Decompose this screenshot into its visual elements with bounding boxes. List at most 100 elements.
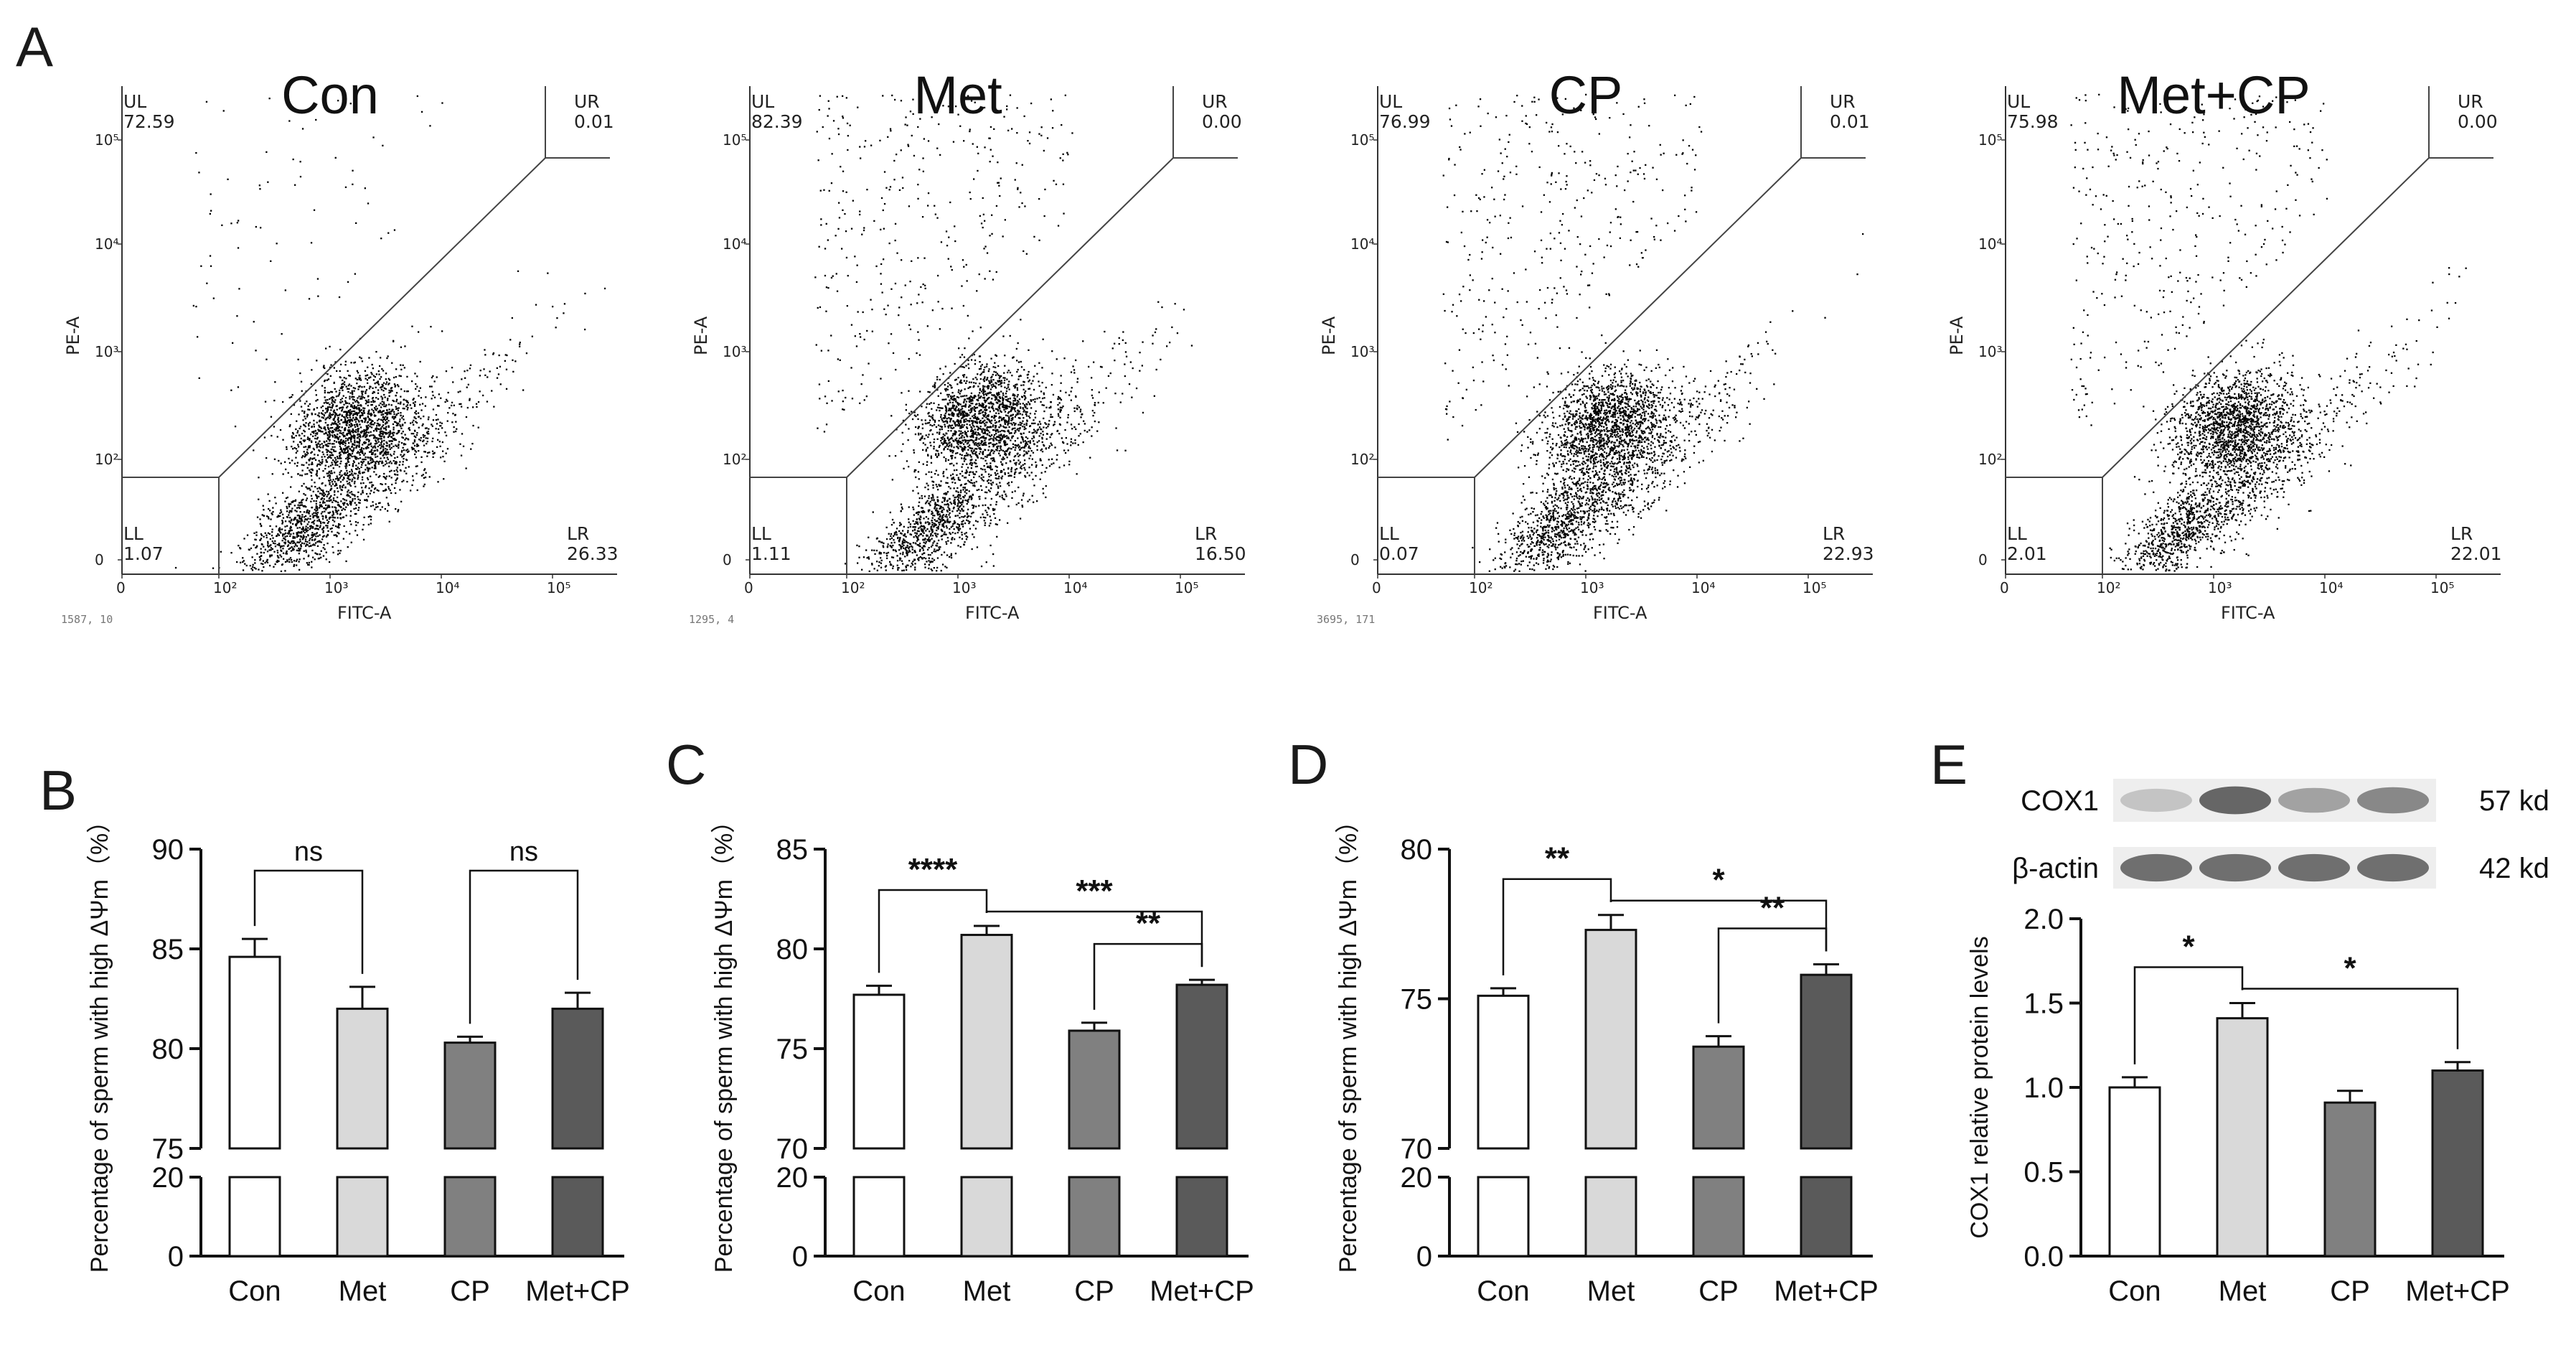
scatter-dot <box>354 444 356 446</box>
scatter-dot <box>987 415 989 418</box>
scatter-dot <box>945 514 948 516</box>
scatter-dot <box>253 321 255 323</box>
scatter-dot <box>348 383 351 385</box>
scatter-dot <box>989 382 991 384</box>
scatter-dot <box>381 483 383 486</box>
scatter-dot <box>320 512 323 515</box>
scatter-dot <box>382 416 384 418</box>
scatter-dot <box>959 425 962 427</box>
scatter-dot <box>373 467 376 469</box>
scatter-dot <box>350 436 353 439</box>
scatter-dot <box>339 430 342 432</box>
scatter-dot <box>361 411 363 414</box>
scatter-dot <box>367 467 370 469</box>
scatter-dot <box>332 396 334 398</box>
scatter-dot <box>334 494 336 496</box>
scatter-dot <box>913 449 915 451</box>
scatter-dot <box>320 427 323 429</box>
scatter-dot <box>930 444 932 446</box>
scatter-dot <box>935 454 937 456</box>
scatter-dot <box>943 456 945 459</box>
scatter-dot <box>931 408 933 410</box>
scatter-dot <box>947 446 950 448</box>
scatter-dot <box>253 532 255 534</box>
scatter-dot <box>304 418 306 420</box>
scatter-dot <box>995 422 997 424</box>
scatter-dot <box>357 401 359 403</box>
scatter-dot <box>327 402 329 404</box>
scatter-dot <box>316 508 319 510</box>
scatter-dot <box>334 421 337 423</box>
scatter-dot <box>375 467 377 469</box>
scatter-dot <box>351 480 353 482</box>
scatter-dot <box>957 479 960 481</box>
scatter-dot <box>268 545 271 547</box>
scatter-dot <box>332 513 334 515</box>
scatter-dot <box>304 453 306 455</box>
scatter-dot <box>375 440 377 443</box>
scatter-dot <box>1008 388 1010 390</box>
scatter-dot <box>945 388 948 390</box>
scatter-dot <box>392 460 395 462</box>
scatter-dot <box>352 414 354 417</box>
scatter-dot <box>505 368 508 370</box>
scatter-dot <box>286 446 288 448</box>
scatter-dot <box>312 521 314 523</box>
scatter-dot <box>461 378 463 380</box>
scatter-dot <box>372 390 375 393</box>
scatter-dot <box>321 462 323 464</box>
scatter-dot <box>299 502 301 504</box>
scatter-dot <box>946 388 949 390</box>
scatter-dot <box>504 354 507 356</box>
scatter-dot <box>1010 419 1012 421</box>
scatter-dot <box>997 429 999 431</box>
scatter-dot <box>1023 380 1025 383</box>
scatter-dot <box>964 403 967 406</box>
scatter-dot <box>979 397 982 399</box>
scatter-dot <box>961 423 963 426</box>
scatter-dot <box>306 454 308 456</box>
scatter-dot <box>381 460 383 462</box>
scatter-dot <box>354 426 357 428</box>
scatter-dot <box>316 509 319 511</box>
scatter-dot <box>319 534 321 536</box>
scatter-dot <box>329 412 331 414</box>
scatter-dot <box>339 439 342 441</box>
scatter-dot <box>907 526 909 529</box>
scatter-dot <box>288 530 290 532</box>
scatter-dot <box>330 485 332 487</box>
scatter-dot <box>290 413 292 415</box>
scatter-dot <box>382 427 385 429</box>
scatter-dot <box>968 337 970 340</box>
scatter-dot <box>968 474 970 476</box>
scatter-dot <box>415 421 418 424</box>
scatter-dot <box>323 433 325 435</box>
scatter-dot <box>304 515 307 518</box>
scatter-dot <box>1009 401 1011 403</box>
scatter-dot <box>348 482 351 484</box>
scatter-dot <box>362 524 365 526</box>
scatter-dot <box>1025 413 1027 416</box>
scatter-dot <box>392 445 395 448</box>
scatter-dot <box>355 446 357 448</box>
scatter-dot <box>511 317 513 319</box>
scatter-dot <box>299 548 302 550</box>
scatter-dot <box>325 431 327 434</box>
scatter-dot <box>367 431 370 434</box>
scatter-dot <box>905 409 907 411</box>
scatter-dot <box>355 524 357 526</box>
scatter-dot <box>326 475 329 477</box>
scatter-dot <box>414 373 416 375</box>
scatter-dot <box>323 498 325 500</box>
scatter-dot <box>1004 451 1006 453</box>
scatter-dot <box>1030 383 1033 385</box>
scatter-dot <box>315 118 317 121</box>
scatter-dot <box>972 415 974 418</box>
scatter-dot <box>358 435 360 438</box>
scatter-dot <box>365 399 367 402</box>
scatter-dot <box>411 484 413 487</box>
scatter-dot <box>332 397 335 399</box>
scatter-dot <box>339 487 342 489</box>
scatter-dot <box>339 550 342 552</box>
scatter-dot <box>309 403 311 406</box>
